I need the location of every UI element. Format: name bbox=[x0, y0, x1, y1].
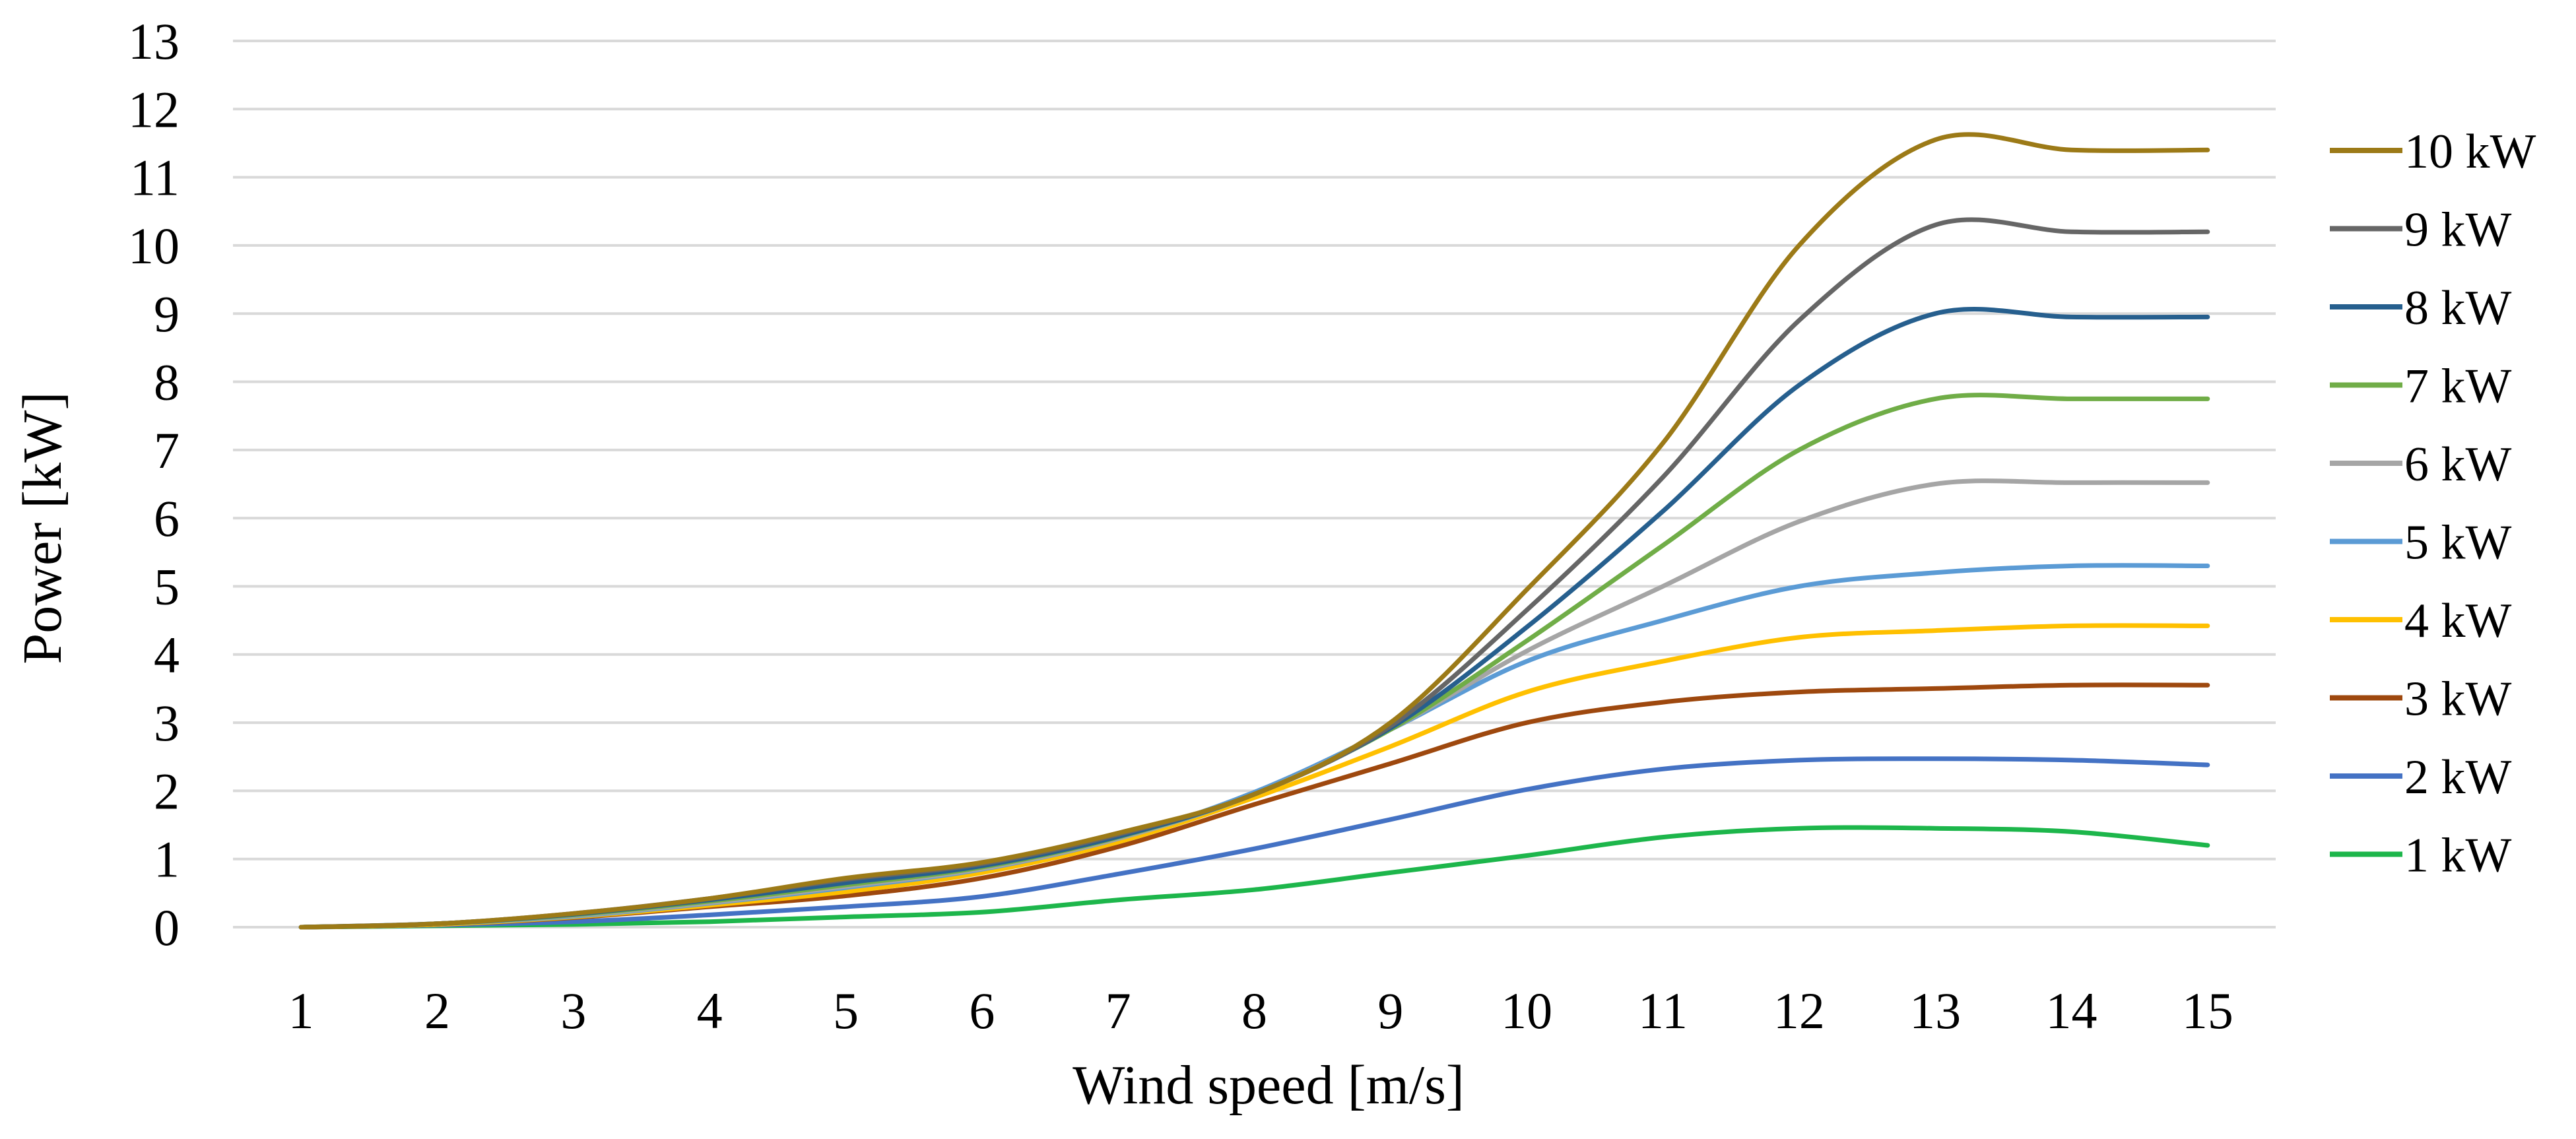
legend-label-9-kw: 9 kW bbox=[2404, 203, 2512, 257]
y-axis-title: Power [kW] bbox=[12, 392, 73, 665]
y-tick-label: 8 bbox=[154, 354, 180, 411]
legend-label-3-kw: 3 kW bbox=[2404, 672, 2512, 727]
y-tick-label: 0 bbox=[154, 899, 180, 956]
x-tick-label: 13 bbox=[1909, 982, 1961, 1039]
series-line-1-kw bbox=[298, 825, 2210, 930]
legend-label-5-kw: 5 kW bbox=[2404, 516, 2512, 570]
series-line-2-kw bbox=[298, 756, 2210, 930]
x-tick-label: 7 bbox=[1106, 982, 1131, 1039]
x-tick-label: 2 bbox=[424, 982, 450, 1039]
series-line-4-kw bbox=[298, 623, 2210, 930]
legend: 10 kW 9 kW 8 kW 7 kW 6 kW 5 kW 4 kW 3 kW 2 kW 1 k… bbox=[2330, 125, 2536, 883]
y-tick-label: 5 bbox=[154, 558, 180, 615]
x-tick-label: 1 bbox=[288, 982, 314, 1039]
y-tick-label: 6 bbox=[154, 490, 180, 547]
y-tick-label: 9 bbox=[154, 285, 180, 342]
y-tick-label: 7 bbox=[154, 422, 180, 479]
x-tick-label: 3 bbox=[560, 982, 586, 1039]
gridlines bbox=[233, 40, 2276, 928]
legend-label-1-kw: 1 kW bbox=[2404, 829, 2512, 883]
y-tick-label: 4 bbox=[154, 626, 180, 684]
x-tick-label: 10 bbox=[1501, 982, 1552, 1039]
x-tick-label: 15 bbox=[2182, 982, 2233, 1039]
legend-label-4-kw: 4 kW bbox=[2404, 594, 2512, 648]
series-line-10-kw bbox=[298, 132, 2210, 930]
x-tick-label: 12 bbox=[1773, 982, 1825, 1039]
legend-label-7-kw: 7 kW bbox=[2404, 360, 2512, 414]
series-line-5-kw bbox=[298, 563, 2210, 930]
y-tick-label: 2 bbox=[154, 762, 180, 820]
series-lines bbox=[298, 132, 2210, 930]
legend-label-8-kw: 8 kW bbox=[2404, 281, 2512, 335]
legend-label-6-kw: 6 kW bbox=[2404, 438, 2512, 492]
x-axis-title: Wind speed [m/s] bbox=[1073, 1055, 1465, 1116]
y-tick-label: 1 bbox=[154, 831, 180, 888]
x-tick-label: 9 bbox=[1377, 982, 1403, 1039]
legend-label-2-kw: 2 kW bbox=[2404, 750, 2512, 804]
legend-label-10-kw: 10 kW bbox=[2404, 125, 2536, 179]
y-tick-label: 12 bbox=[128, 81, 180, 138]
x-tick-label: 5 bbox=[833, 982, 859, 1039]
y-tick-label: 11 bbox=[130, 149, 180, 207]
y-tick-label: 3 bbox=[154, 694, 180, 752]
x-tick-label: 8 bbox=[1241, 982, 1267, 1039]
y-tick-label: 13 bbox=[128, 13, 180, 70]
x-axis-ticks: 1 2 3 4 5 6 7 8 9 10 11 12 13 14 15 bbox=[288, 982, 2233, 1039]
x-tick-label: 11 bbox=[1638, 982, 1688, 1039]
x-tick-label: 4 bbox=[697, 982, 723, 1039]
y-tick-label: 10 bbox=[128, 217, 180, 275]
x-tick-label: 14 bbox=[2046, 982, 2097, 1039]
x-tick-label: 6 bbox=[969, 982, 995, 1039]
